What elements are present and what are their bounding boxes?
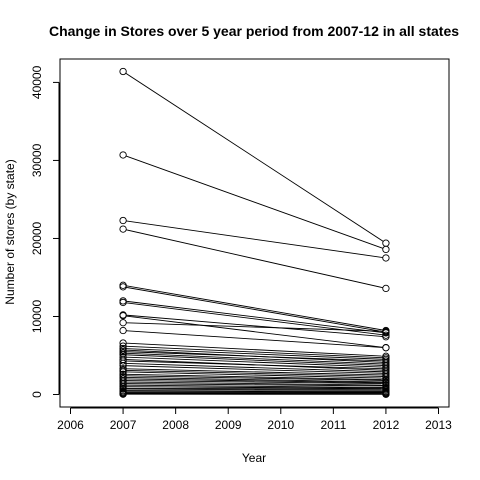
y-tick-label: 10000 xyxy=(30,299,44,333)
chart-title: Change in Stores over 5 year period from… xyxy=(49,23,459,39)
y-tick-label: 40000 xyxy=(30,65,44,99)
y-tick-label: 0 xyxy=(30,391,44,398)
x-tick-label: 2013 xyxy=(425,418,452,432)
x-axis-label: Year xyxy=(242,451,266,465)
y-axis-label: Number of stores (by state) xyxy=(3,159,17,304)
x-tick-label: 2008 xyxy=(162,418,189,432)
x-tick-label: 2007 xyxy=(110,418,137,432)
y-tick-label: 20000 xyxy=(30,221,44,255)
y-tick-label: 30000 xyxy=(30,143,44,177)
x-tick-label: 2006 xyxy=(57,418,84,432)
x-tick-label: 2009 xyxy=(215,418,242,432)
x-tick-label: 2010 xyxy=(267,418,294,432)
x-tick-label: 2012 xyxy=(373,418,400,432)
x-tick-label: 2011 xyxy=(320,418,346,432)
